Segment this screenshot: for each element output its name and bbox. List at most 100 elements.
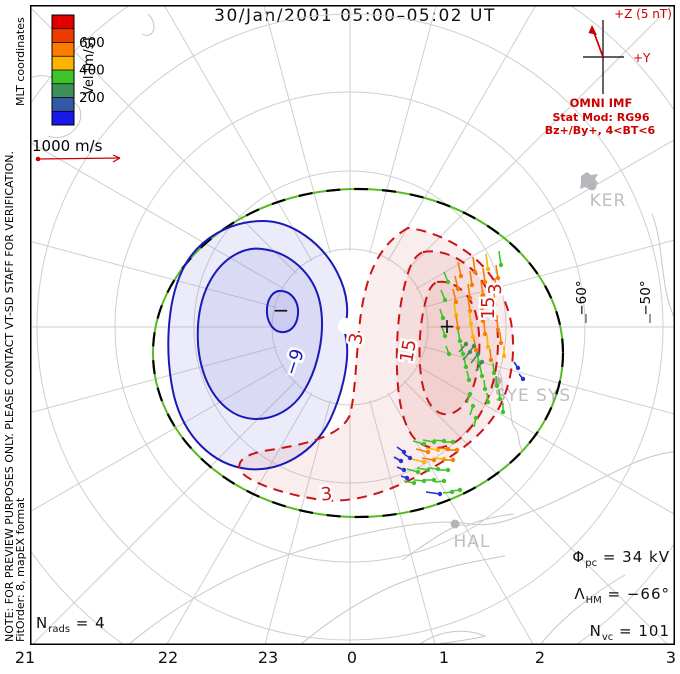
velocity-vector-dot <box>501 353 507 359</box>
velocity-legend-label: 1000 m/s <box>32 137 103 155</box>
velocity-vector-dot <box>460 351 466 357</box>
velocity-vector-dot <box>472 269 478 275</box>
mlt-meridian-line <box>369 5 437 254</box>
stat-lambda-hm: ΛHM = −66° <box>574 585 670 606</box>
station-marker <box>587 181 597 191</box>
mlt-meridian-line <box>30 346 277 414</box>
velocity-vector-dot <box>479 359 485 365</box>
velocity-vector-dot <box>482 386 488 392</box>
hmb-layer <box>151 187 565 519</box>
velocity-vector-tail <box>469 270 473 286</box>
velocity-vector-dot <box>398 458 404 464</box>
velocity-vector-dot <box>450 457 456 463</box>
mlt-tick-label: 3 <box>665 648 677 667</box>
velocity-vector-dot <box>404 475 410 481</box>
velocity-vector-dot <box>493 288 499 294</box>
dusk-negative-cell-contour <box>265 289 300 334</box>
coastline <box>419 630 487 645</box>
velocity-vector-dot <box>485 399 491 405</box>
velocity-vector-dot <box>485 266 491 272</box>
imf-condition-label: Bz+/By+, 4<BT<6 <box>545 124 656 137</box>
mlt-tick-label: 1 <box>438 648 450 667</box>
velocity-vector-dot <box>468 321 474 327</box>
velocity-vector-dot <box>458 273 464 279</box>
velocity-vector-dot <box>425 449 431 455</box>
hm-boundary-black-dashed <box>151 187 565 519</box>
mlt-meridian-line <box>403 380 669 645</box>
velocity-vector-tail <box>480 280 484 296</box>
dusk-negative-cell-contour <box>196 247 323 420</box>
velocity-vector-dot <box>467 349 473 355</box>
velocity-vector-dot <box>421 441 427 447</box>
fills-layer <box>168 221 514 501</box>
mlt-tick-label: 23 <box>257 648 279 667</box>
velocity-vector-dot <box>445 279 451 285</box>
velocity-vector-dot <box>492 301 498 307</box>
velocity-vector-dot <box>453 299 459 305</box>
imf-vector-arrowhead <box>588 25 597 35</box>
contour-value-label: 3 <box>320 483 334 505</box>
velocity-vector-dot <box>463 341 469 347</box>
dusk-negative-cell-fill <box>168 221 348 470</box>
stat-n-vc: Nvc = 101 <box>589 622 670 643</box>
mlt-meridian-line <box>423 239 675 308</box>
dawn-positive-cell-fill <box>419 281 480 415</box>
station-marker <box>450 519 460 529</box>
imf-y-label: +Y <box>633 51 651 65</box>
velocity-vector-tail <box>425 491 441 495</box>
mlt-meridian-line <box>415 138 675 290</box>
velocity-vector-dot <box>455 286 461 292</box>
dawn-positive-cell-fill <box>239 228 514 501</box>
velocity-vector-dot <box>431 477 437 483</box>
imf-model-label: Stat Mod: RG96 <box>552 111 649 124</box>
velocity-vector-dot <box>491 370 497 376</box>
velocity-vector-dot <box>401 467 407 473</box>
velocity-vector-dot <box>498 340 504 346</box>
coastline <box>401 513 515 561</box>
fit-order-text: FitOrder: 8, mapEX format <box>14 497 27 642</box>
velocity-vector-dot <box>454 447 460 453</box>
mlt-coordinates-text: MLT coordinates <box>14 17 27 106</box>
dusk-negative-cell-fill <box>197 248 322 420</box>
coast-layer <box>30 13 675 645</box>
colorbar-segment <box>52 56 74 70</box>
velocity-vector-dot <box>446 351 452 357</box>
stat-phi-pc: Φpc = 34 kV <box>572 548 670 569</box>
velocity-vector-dot <box>421 459 427 465</box>
coastline <box>127 451 675 645</box>
station-label: KER <box>590 191 627 211</box>
velocity-vector-dot <box>470 403 476 409</box>
velocity-vector-tail <box>472 256 476 273</box>
colorbar-unit-label: Vel [m/s] <box>82 37 97 95</box>
velocity-vector-dot <box>475 351 481 357</box>
mlt-meridian-line <box>423 346 675 415</box>
velocity-vector-tail <box>498 250 502 266</box>
latitude-label: −60° <box>574 280 590 315</box>
velocity-vector-dot <box>515 365 521 371</box>
velocity-legend-arrow <box>35 154 121 163</box>
coastline <box>299 555 506 645</box>
colorbar-segment <box>52 97 74 112</box>
imf-z-label: +Z (5 nT) <box>614 7 672 21</box>
dusk-negative-cell-contour <box>167 219 349 471</box>
velocity-vector-dot <box>500 409 506 415</box>
colorbar-tick-label: 200 <box>79 90 105 106</box>
imf-source-label: OMNI IMF <box>570 96 633 110</box>
station-label: HAL <box>454 532 491 552</box>
mlt-meridian-line <box>30 364 285 513</box>
stat-nvc-symbol: N <box>589 622 602 640</box>
velocity-vector-tail <box>467 283 471 299</box>
velocity-vector-tail <box>485 253 489 270</box>
dawn-positive-cell-contour <box>395 250 499 449</box>
pole-marker <box>338 318 354 334</box>
velocity-vector-dot <box>471 343 477 349</box>
velocity-vector-dot <box>442 297 448 303</box>
mlt-meridian-line <box>369 400 436 645</box>
velocity-vector-dot <box>520 376 526 382</box>
negative-cell-sign: − <box>273 298 290 322</box>
velocity-vector-tail <box>482 267 486 283</box>
velocity-vector-dot <box>495 327 501 333</box>
velocity-vector-dot <box>407 455 413 461</box>
